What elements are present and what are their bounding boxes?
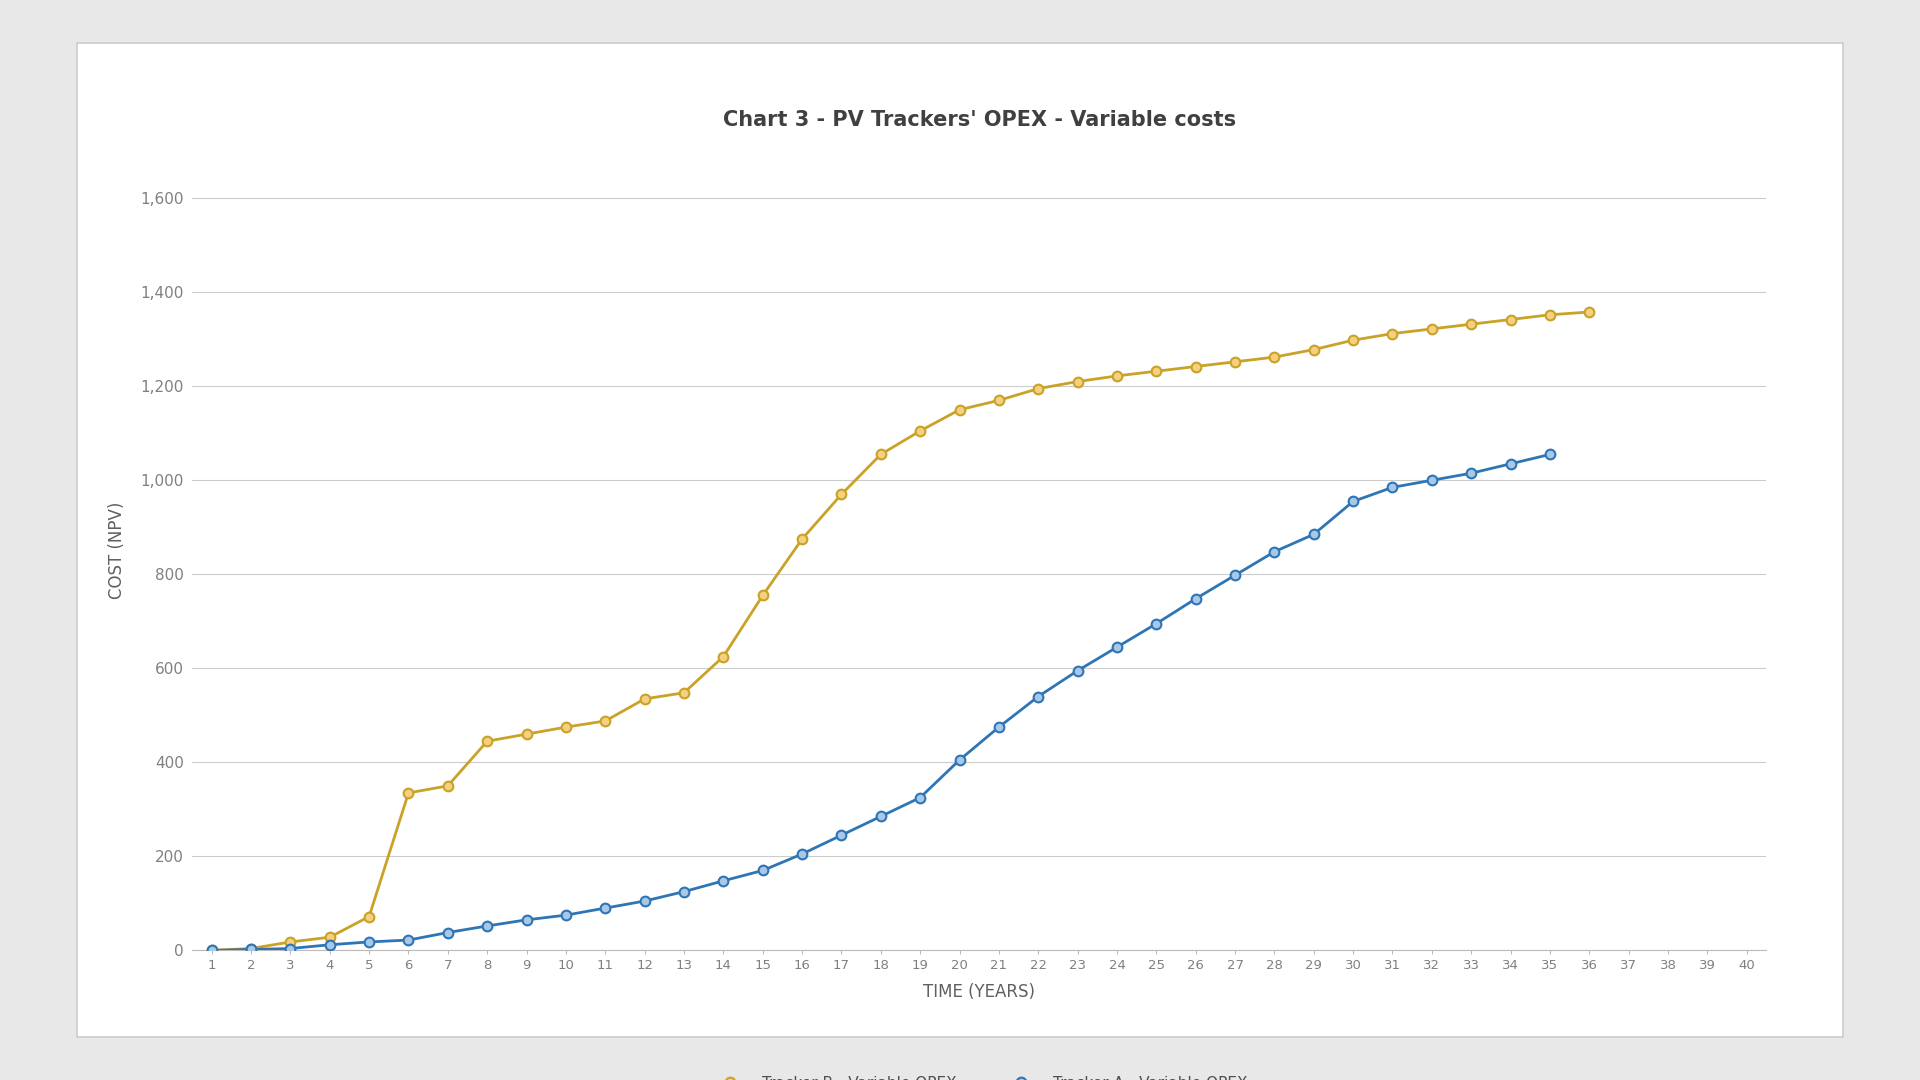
Tracker B - Variable OPEX xyxy=(829,488,852,501)
Tracker B - Variable OPEX xyxy=(476,734,499,747)
Tracker A - Variable OPEX xyxy=(634,894,657,907)
Tracker B - Variable OPEX xyxy=(1302,343,1325,356)
Tracker A - Variable OPEX xyxy=(1500,457,1523,470)
Title: Chart 3 - PV Trackers' OPEX - Variable costs: Chart 3 - PV Trackers' OPEX - Variable c… xyxy=(722,110,1236,131)
Tracker A - Variable OPEX xyxy=(1421,474,1444,487)
Tracker A - Variable OPEX xyxy=(1459,467,1482,480)
Tracker B - Variable OPEX xyxy=(908,424,931,437)
Tracker B - Variable OPEX xyxy=(751,589,774,602)
Tracker B - Variable OPEX xyxy=(278,935,301,948)
Tracker B - Variable OPEX xyxy=(1144,365,1167,378)
Tracker A - Variable OPEX xyxy=(1144,617,1167,630)
Tracker A - Variable OPEX xyxy=(751,864,774,877)
Tracker A - Variable OPEX xyxy=(1066,664,1089,677)
Tracker B - Variable OPEX xyxy=(593,715,616,728)
Tracker B - Variable OPEX xyxy=(1066,375,1089,388)
Tracker B - Variable OPEX xyxy=(1538,308,1561,321)
Tracker B - Variable OPEX xyxy=(1578,306,1601,319)
Tracker A - Variable OPEX xyxy=(1106,640,1129,653)
Tracker B - Variable OPEX xyxy=(1380,327,1404,340)
Y-axis label: COST (NPV): COST (NPV) xyxy=(108,502,127,599)
Tracker A - Variable OPEX xyxy=(987,720,1010,733)
Tracker B - Variable OPEX xyxy=(200,944,223,957)
Tracker A - Variable OPEX xyxy=(357,935,380,948)
Tracker B - Variable OPEX xyxy=(1500,313,1523,326)
Tracker B - Variable OPEX xyxy=(712,650,735,663)
Tracker B - Variable OPEX xyxy=(240,942,263,955)
Tracker B - Variable OPEX xyxy=(870,448,893,461)
Tracker B - Variable OPEX xyxy=(357,910,380,923)
Tracker A - Variable OPEX xyxy=(397,933,420,946)
Tracker A - Variable OPEX xyxy=(1342,495,1365,508)
Tracker A - Variable OPEX xyxy=(1380,481,1404,494)
Line: Tracker A - Variable OPEX: Tracker A - Variable OPEX xyxy=(207,449,1555,956)
Tracker B - Variable OPEX xyxy=(1263,351,1286,364)
Tracker B - Variable OPEX xyxy=(948,403,972,416)
Tracker A - Variable OPEX xyxy=(908,792,931,805)
Tracker B - Variable OPEX xyxy=(987,394,1010,407)
Tracker B - Variable OPEX xyxy=(1106,369,1129,382)
Tracker A - Variable OPEX xyxy=(791,848,814,861)
Tracker B - Variable OPEX xyxy=(319,931,342,944)
Tracker B - Variable OPEX xyxy=(436,780,459,793)
Tracker A - Variable OPEX xyxy=(515,914,538,927)
Tracker B - Variable OPEX xyxy=(791,532,814,545)
Tracker A - Variable OPEX xyxy=(1302,528,1325,541)
Tracker B - Variable OPEX xyxy=(1223,355,1246,368)
Tracker A - Variable OPEX xyxy=(1538,448,1561,461)
Tracker B - Variable OPEX xyxy=(397,786,420,799)
Tracker A - Variable OPEX xyxy=(1185,592,1208,605)
Tracker A - Variable OPEX xyxy=(948,754,972,767)
X-axis label: TIME (YEARS): TIME (YEARS) xyxy=(924,983,1035,1001)
Tracker A - Variable OPEX xyxy=(870,810,893,823)
Tracker A - Variable OPEX xyxy=(1223,569,1246,582)
Line: Tracker B - Variable OPEX: Tracker B - Variable OPEX xyxy=(207,307,1594,956)
Tracker A - Variable OPEX xyxy=(200,944,223,957)
Tracker A - Variable OPEX xyxy=(593,902,616,915)
Tracker B - Variable OPEX xyxy=(1342,334,1365,347)
Tracker A - Variable OPEX xyxy=(476,919,499,932)
Tracker B - Variable OPEX xyxy=(515,728,538,741)
Tracker A - Variable OPEX xyxy=(712,875,735,888)
Tracker B - Variable OPEX xyxy=(1027,382,1050,395)
Tracker A - Variable OPEX xyxy=(672,886,695,899)
Tracker A - Variable OPEX xyxy=(319,939,342,951)
Tracker A - Variable OPEX xyxy=(240,943,263,956)
Tracker B - Variable OPEX xyxy=(555,720,578,733)
Tracker B - Variable OPEX xyxy=(1459,318,1482,330)
Tracker A - Variable OPEX xyxy=(436,926,459,939)
Tracker A - Variable OPEX xyxy=(278,942,301,955)
Tracker B - Variable OPEX xyxy=(672,686,695,699)
Tracker B - Variable OPEX xyxy=(634,692,657,705)
Tracker B - Variable OPEX xyxy=(1421,323,1444,336)
Tracker A - Variable OPEX xyxy=(1263,545,1286,558)
Tracker B - Variable OPEX xyxy=(1185,360,1208,373)
Legend: Tracker B - Variable OPEX, Tracker A - Variable OPEX: Tracker B - Variable OPEX, Tracker A - V… xyxy=(705,1070,1254,1080)
Tracker A - Variable OPEX xyxy=(555,908,578,921)
Tracker A - Variable OPEX xyxy=(1027,690,1050,703)
Tracker A - Variable OPEX xyxy=(829,828,852,841)
